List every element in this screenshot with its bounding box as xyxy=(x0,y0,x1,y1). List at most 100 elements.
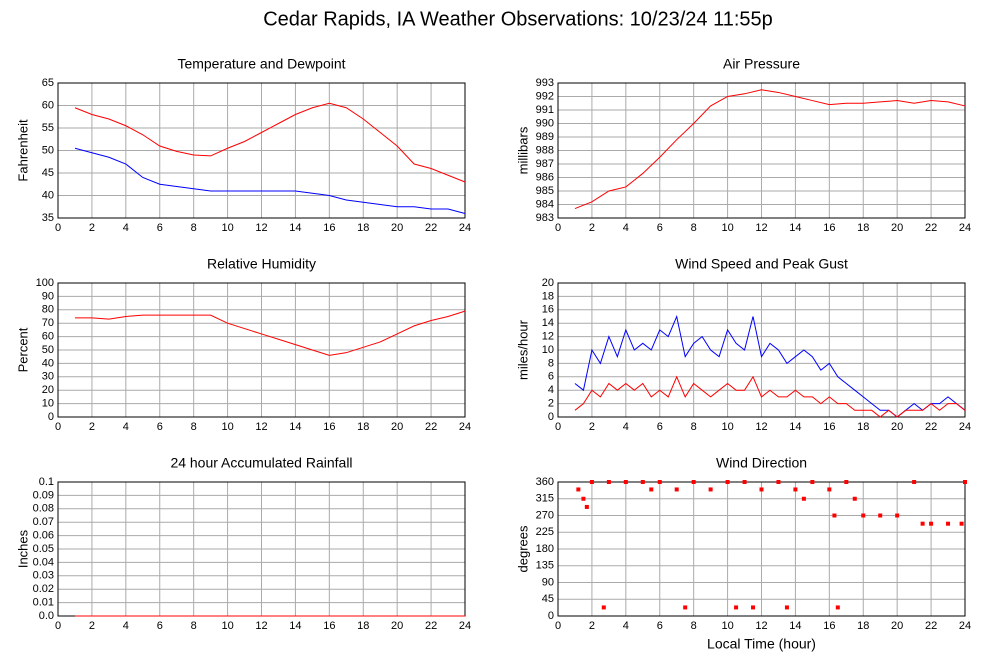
y-tick-label: 135 xyxy=(536,560,554,572)
chart-title: Wind Direction xyxy=(716,455,807,471)
y-tick-label: 90 xyxy=(542,576,554,588)
y-tick-label: 40 xyxy=(42,357,54,369)
x-tick-label: 20 xyxy=(391,222,403,234)
x-tick-label: 16 xyxy=(323,620,335,632)
x-tick-label: 18 xyxy=(357,222,369,234)
y-tick-label: 30 xyxy=(42,371,54,383)
x-tick-label: 16 xyxy=(323,421,335,433)
y-tick-label: 20 xyxy=(42,384,54,396)
x-tick-label: 20 xyxy=(391,620,403,632)
x-tick-label: 18 xyxy=(857,222,869,234)
data-point xyxy=(946,521,951,526)
chart-title: Wind Speed and Peak Gust xyxy=(675,256,848,272)
x-tick-label: 14 xyxy=(289,620,301,632)
y-tick-label: 70 xyxy=(42,317,54,329)
data-point xyxy=(674,487,679,492)
y-tick-label: 18 xyxy=(542,290,554,302)
y-tick-label: 987 xyxy=(536,158,554,170)
x-tick-label: 4 xyxy=(623,222,629,234)
y-tick-label: 0 xyxy=(48,411,54,423)
plot-frame xyxy=(557,282,966,418)
x-tick-label: 4 xyxy=(123,421,129,433)
x-tick-label: 12 xyxy=(255,222,267,234)
x-tick-label: 4 xyxy=(623,620,629,632)
data-line xyxy=(74,102,466,183)
chart-title: Air Pressure xyxy=(723,56,800,72)
x-tick-label: 12 xyxy=(755,222,767,234)
x-tick-label: 22 xyxy=(425,222,437,234)
x-tick-label: 6 xyxy=(157,421,163,433)
y-tick-label: 50 xyxy=(42,144,54,156)
x-tick-label: 2 xyxy=(589,222,595,234)
x-tick-label: 16 xyxy=(823,222,835,234)
y-tick-label: 2 xyxy=(548,398,554,410)
y-axis-label: millibars xyxy=(515,126,530,174)
y-tick-label: 0.1 xyxy=(39,476,54,488)
x-tick-label: 0 xyxy=(555,222,561,234)
data-point xyxy=(776,480,781,484)
data-point xyxy=(584,504,589,509)
y-tick-label: 4 xyxy=(548,384,554,396)
data-point xyxy=(742,480,747,484)
x-tick-label: 2 xyxy=(589,620,595,632)
x-tick-label: 0 xyxy=(555,620,561,632)
y-axis-label: miles/hour xyxy=(515,319,530,380)
plot-frame xyxy=(57,82,466,219)
y-axis-label: Inches xyxy=(15,529,30,568)
x-tick-label: 22 xyxy=(925,421,937,433)
data-point xyxy=(657,480,662,484)
y-tick-label: 40 xyxy=(42,189,54,201)
chart-title: Relative Humidity xyxy=(207,256,316,272)
y-tick-label: 90 xyxy=(42,290,54,302)
x-tick-label: 8 xyxy=(691,620,697,632)
data-point xyxy=(844,480,849,484)
data-point xyxy=(878,513,883,518)
x-tick-label: 10 xyxy=(721,222,733,234)
data-point xyxy=(832,513,837,518)
y-tick-label: 360 xyxy=(536,476,554,488)
x-tick-label: 24 xyxy=(459,222,471,234)
x-tick-label: 0 xyxy=(555,421,561,433)
y-tick-label: 65 xyxy=(42,77,54,89)
x-tick-label: 24 xyxy=(959,421,971,433)
plot-frame xyxy=(57,282,466,418)
x-tick-label: 8 xyxy=(691,222,697,234)
x-tick-label: 24 xyxy=(459,421,471,433)
x-tick-label: 2 xyxy=(589,421,595,433)
x-tick-label: 10 xyxy=(721,421,733,433)
data-point xyxy=(827,487,832,492)
y-tick-label: 983 xyxy=(536,212,554,224)
x-tick-label: 8 xyxy=(691,421,697,433)
x-tick-label: 16 xyxy=(823,421,835,433)
x-tick-label: 6 xyxy=(157,222,163,234)
x-tick-label: 24 xyxy=(959,620,971,632)
x-tick-label: 6 xyxy=(657,620,663,632)
x-tick-label: 12 xyxy=(755,620,767,632)
data-point xyxy=(759,487,764,492)
y-tick-label: 10 xyxy=(42,398,54,410)
y-tick-label: 50 xyxy=(42,344,54,356)
data-point xyxy=(959,521,964,526)
y-tick-label: 8 xyxy=(548,357,554,369)
data-point xyxy=(623,480,628,484)
x-tick-label: 24 xyxy=(459,620,471,632)
x-tick-label: 18 xyxy=(857,620,869,632)
data-point xyxy=(683,605,688,610)
data-point xyxy=(751,605,756,610)
x-tick-label: 14 xyxy=(289,222,301,234)
x-tick-label: 20 xyxy=(891,421,903,433)
data-point xyxy=(708,487,713,492)
data-point xyxy=(601,605,606,610)
y-tick-label: 988 xyxy=(536,144,554,156)
x-tick-label: 6 xyxy=(657,421,663,433)
plot-frame xyxy=(557,82,966,219)
y-tick-label: 55 xyxy=(42,122,54,134)
y-tick-label: 80 xyxy=(42,304,54,316)
data-point xyxy=(895,513,900,518)
x-tick-label: 14 xyxy=(789,222,801,234)
data-line xyxy=(574,314,966,418)
y-tick-label: 992 xyxy=(536,90,554,102)
y-tick-label: 10 xyxy=(542,344,554,356)
data-point xyxy=(581,496,586,501)
